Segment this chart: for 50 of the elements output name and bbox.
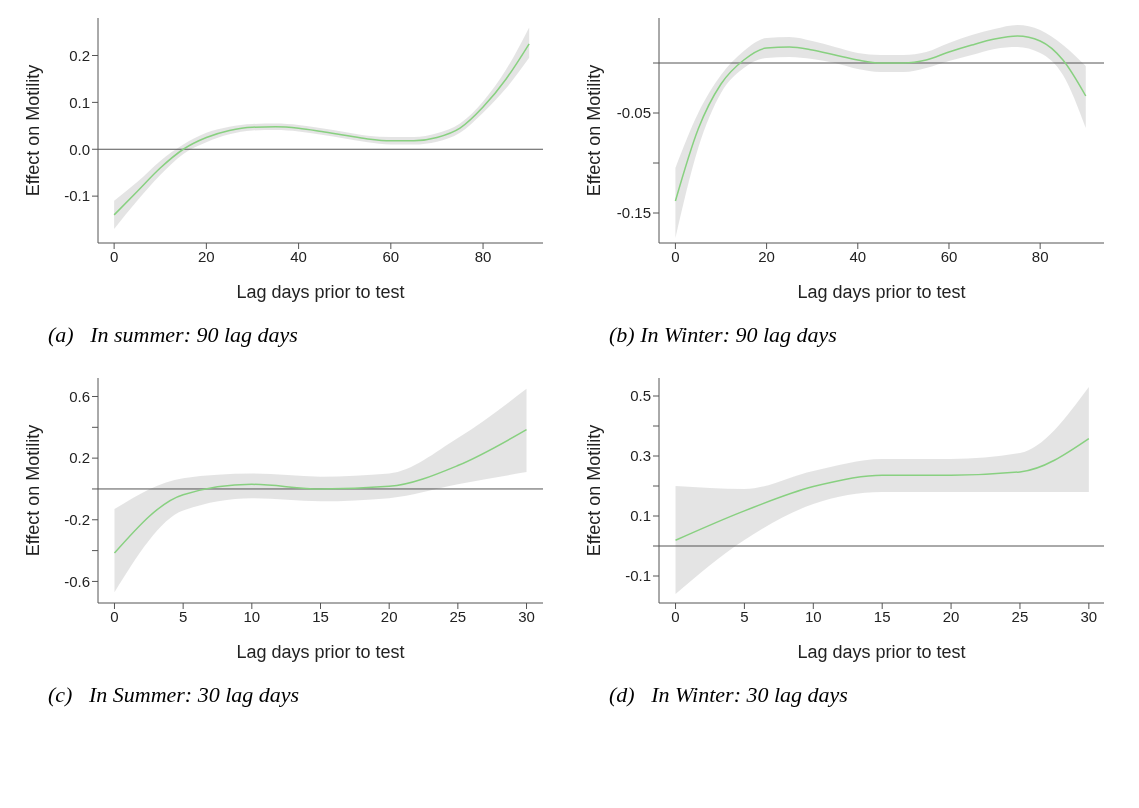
y-tick-label: 0.2 — [69, 46, 90, 64]
x-tick-label: 5 — [178, 607, 188, 625]
x-tick-label: 40 — [849, 247, 867, 265]
x-tick-label: 10 — [243, 607, 261, 625]
y-tick-label: -0.2 — [64, 511, 90, 529]
x-tick-label: 0 — [109, 247, 119, 265]
x-tick-label: 60 — [940, 247, 958, 265]
x-tick-label: 20 — [380, 607, 398, 625]
y-tick-label: 0.0 — [69, 140, 90, 158]
x-tick-label: 15 — [873, 607, 891, 625]
x-tick-label: 80 — [474, 247, 492, 265]
x-tick-label: 0 — [671, 247, 680, 265]
x-axis-title: Lag days prior to test — [797, 642, 966, 662]
x-axis-title: Lag days prior to test — [236, 642, 405, 662]
y-axis-title: Effect on Motility — [584, 424, 605, 557]
y-axis-title: Effect on Motility — [584, 64, 605, 197]
x-tick-label: 25 — [449, 607, 467, 625]
y-tick-label: 0.2 — [69, 449, 90, 467]
x-tick-label: 5 — [740, 607, 749, 625]
x-tick-label: 15 — [312, 607, 329, 625]
text: (d) In Winter: 30 lag days — [609, 682, 849, 708]
y-axis-title: Effect on Motility — [23, 424, 44, 557]
x-tick-label: 30 — [1080, 607, 1098, 625]
y-tick-label: -0.05 — [616, 104, 651, 122]
y-tick-label: 0.3 — [630, 447, 651, 465]
y-tick-label: -0.15 — [616, 204, 651, 222]
y-tick-label: -0.1 — [625, 567, 651, 585]
y-tick-label: -0.1 — [64, 187, 90, 205]
y-tick-label: 0.6 — [69, 387, 90, 405]
y-tick-label: -0.6 — [64, 572, 90, 590]
x-axis-title: Lag days prior to test — [236, 282, 405, 302]
y-tick-label: 0.5 — [630, 387, 651, 405]
x-tick-label: 25 — [1011, 607, 1029, 625]
x-tick-label: 30 — [518, 607, 535, 625]
y-tick-label: 0.1 — [69, 93, 90, 111]
x-tick-label: 0 — [110, 607, 119, 625]
y-axis-title: Effect on Motility — [23, 64, 44, 197]
x-tick-label: 20 — [758, 247, 775, 265]
x-tick-label: 80 — [1031, 247, 1049, 265]
text: (c) In Summer: 30 lag days — [48, 682, 301, 708]
text: (a) In summer: 90 lag days — [48, 322, 299, 348]
x-tick-label: 40 — [290, 247, 307, 265]
text: (b) In Winter: 90 lag days — [609, 322, 838, 348]
x-tick-label: 60 — [382, 247, 400, 265]
x-axis-title: Lag days prior to test — [797, 282, 966, 302]
y-tick-label: 0.1 — [630, 507, 651, 525]
x-tick-label: 10 — [804, 607, 822, 625]
x-tick-label: 20 — [942, 607, 960, 625]
x-tick-label: 0 — [671, 607, 680, 625]
x-tick-label: 20 — [198, 247, 215, 265]
